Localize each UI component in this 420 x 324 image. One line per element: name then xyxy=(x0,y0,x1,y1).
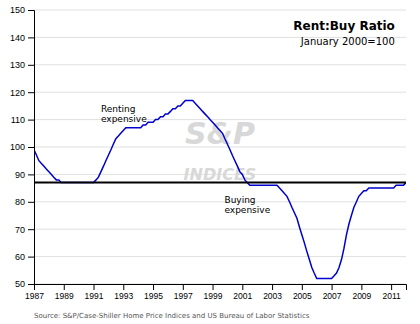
tick: 120 xyxy=(10,88,34,98)
tick-label: 1995 xyxy=(144,291,163,301)
axis-line xyxy=(35,285,407,291)
reference-line xyxy=(34,182,406,184)
tick-mark xyxy=(28,147,34,148)
tick-label: 2001 xyxy=(233,291,252,301)
tick: 2001 xyxy=(233,284,252,301)
tick-mark xyxy=(183,284,184,290)
tick: 1995 xyxy=(144,284,163,301)
watermark: S&P xyxy=(185,116,255,151)
tick-label: 2007 xyxy=(323,291,342,301)
axis-line xyxy=(28,11,35,285)
tick-label: 1987 xyxy=(25,291,44,301)
tick-label: 2005 xyxy=(293,291,312,301)
grid-line xyxy=(34,64,406,65)
tick: 60 xyxy=(15,252,34,262)
tick-label: 120 xyxy=(10,88,25,98)
subtitle: January 2000=100 xyxy=(300,36,395,47)
tick-label: 1993 xyxy=(114,291,133,301)
grid-line xyxy=(34,256,406,257)
title: Rent:Buy Ratio xyxy=(293,19,395,33)
tick: 50 xyxy=(15,279,34,289)
tick: 1993 xyxy=(114,284,133,301)
tick-mark xyxy=(302,284,303,290)
grid-line xyxy=(34,229,406,230)
tick-mark xyxy=(28,10,34,11)
tick-label: 110 xyxy=(11,115,25,125)
tick: 140 xyxy=(10,33,34,43)
tick-mark xyxy=(64,284,65,290)
tick-mark xyxy=(123,284,124,290)
tick: 1999 xyxy=(204,284,223,301)
tick-mark xyxy=(213,284,214,290)
tick-mark xyxy=(28,284,34,285)
tick-label: 130 xyxy=(10,60,25,70)
tick-label: 60 xyxy=(15,252,25,262)
tick-mark xyxy=(28,37,34,38)
tick-label: 70 xyxy=(15,225,25,235)
tick: 2011 xyxy=(382,284,401,301)
tick-label: 1991 xyxy=(85,291,104,301)
tick: 80 xyxy=(15,197,34,207)
tick-label: 150 xyxy=(10,5,25,15)
tick-label: 90 xyxy=(15,170,25,180)
grid-line xyxy=(34,10,406,11)
tick-mark xyxy=(28,92,34,93)
tick: 2007 xyxy=(323,284,342,301)
tick-mark xyxy=(28,174,34,175)
grid-line xyxy=(34,201,406,202)
tick: 100 xyxy=(10,142,34,152)
tick-mark xyxy=(391,284,392,290)
grid-line xyxy=(34,92,406,93)
tick-mark xyxy=(272,284,273,290)
tick: 70 xyxy=(15,225,34,235)
tick: 1997 xyxy=(174,284,193,301)
annotation: Rentingexpensive xyxy=(101,104,147,124)
tick: 2003 xyxy=(263,284,282,301)
tick-label: 100 xyxy=(10,142,25,152)
tick-label: 50 xyxy=(15,279,25,289)
tick-label: 1997 xyxy=(174,291,193,301)
tick-label: 1999 xyxy=(204,291,223,301)
tick-label: 2003 xyxy=(263,291,282,301)
tick-mark xyxy=(242,284,243,290)
tick: 2005 xyxy=(293,284,312,301)
chart: S&PINDICES198719891991199319951997199920… xyxy=(0,0,420,324)
y-axis: 50 60 70 80 90 100 110 120 130 140 150 xyxy=(10,5,35,289)
tick-mark xyxy=(28,65,34,66)
tick-mark xyxy=(28,120,34,121)
tick-mark xyxy=(28,229,34,230)
tick: 1987 xyxy=(25,284,44,301)
tick-label: 80 xyxy=(15,197,25,207)
marks xyxy=(34,100,406,278)
tick-mark xyxy=(153,284,154,290)
tick-label: 140 xyxy=(10,33,25,43)
tick: 1989 xyxy=(55,284,74,301)
tick-label: 2011 xyxy=(382,291,401,301)
tick: 2009 xyxy=(352,284,371,301)
tick: 90 xyxy=(15,170,34,180)
tick: 150 xyxy=(10,5,34,15)
annotation: Buyingexpensive xyxy=(224,195,270,215)
tick: 130 xyxy=(10,60,34,70)
tick-mark xyxy=(28,202,34,203)
x-axis: 1987 1989 1991 1993 1995 1997 1999 2001 2003 2005… xyxy=(25,284,406,301)
data-line xyxy=(34,100,406,278)
tick-mark xyxy=(28,257,34,258)
tick-label: 2009 xyxy=(352,291,371,301)
tick-mark xyxy=(361,284,362,290)
plot: S&PINDICES198719891991199319951997199920… xyxy=(10,5,407,301)
tick: 1991 xyxy=(85,284,104,301)
grid xyxy=(34,10,406,284)
tick-mark xyxy=(332,284,333,290)
tick-mark xyxy=(94,284,95,290)
tick: 110 xyxy=(11,115,34,125)
tick-label: 1989 xyxy=(55,291,74,301)
source: Source: S&P/Case-Shiller Home Price Indi… xyxy=(34,312,310,320)
